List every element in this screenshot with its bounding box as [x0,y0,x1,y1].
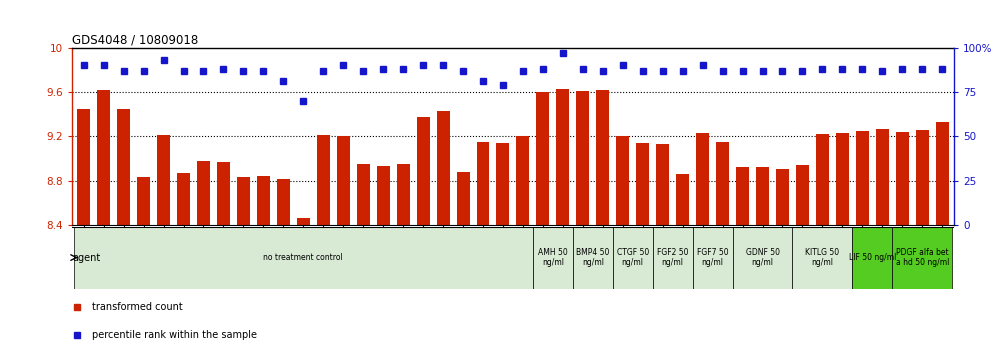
Bar [856,131,869,225]
Bar [197,161,210,225]
Bar [573,227,613,289]
Bar [816,134,829,225]
Bar [118,109,130,225]
Text: no treatment control: no treatment control [263,253,344,262]
Bar [692,227,732,289]
Bar [793,227,853,289]
Bar [277,179,290,225]
Bar [137,177,150,225]
Text: GDS4048 / 10809018: GDS4048 / 10809018 [72,34,198,47]
Text: KITLG 50
ng/ml: KITLG 50 ng/ml [806,248,840,267]
Bar [297,218,310,225]
Bar [337,136,350,225]
Bar [533,227,573,289]
Bar [716,142,729,225]
Bar [517,136,530,225]
Bar [237,177,250,225]
Bar [74,227,533,289]
Text: FGF2 50
ng/ml: FGF2 50 ng/ml [657,248,688,267]
Bar [736,167,749,225]
Bar [732,227,793,289]
Bar [217,162,230,225]
Bar [915,130,928,225]
Bar [853,227,892,289]
Bar [597,90,610,225]
Bar [476,142,489,225]
Text: PDGF alfa bet
a hd 50 ng/ml: PDGF alfa bet a hd 50 ng/ml [895,248,949,267]
Bar [796,165,809,225]
Bar [636,143,649,225]
Bar [357,164,370,225]
Bar [436,111,449,225]
Bar [756,167,769,225]
Bar [656,144,669,225]
Bar [875,129,888,225]
Text: AMH 50
ng/ml: AMH 50 ng/ml [538,248,568,267]
Text: percentile rank within the sample: percentile rank within the sample [92,330,257,340]
Bar [416,118,429,225]
Bar [557,89,570,225]
Text: BMP4 50
ng/ml: BMP4 50 ng/ml [576,248,610,267]
Bar [78,109,91,225]
Bar [613,227,652,289]
Bar [935,122,948,225]
Bar [895,132,908,225]
Text: LIF 50 ng/ml: LIF 50 ng/ml [849,253,896,262]
Bar [376,166,389,225]
Bar [98,90,111,225]
Bar [652,227,692,289]
Bar [157,135,170,225]
Bar [577,91,590,225]
Bar [496,143,509,225]
Bar [177,173,190,225]
Bar [676,174,689,225]
Bar [317,135,330,225]
Bar [892,227,952,289]
Bar [836,133,849,225]
Bar [456,172,469,225]
Bar [696,133,709,225]
Bar [617,136,629,225]
Text: transformed count: transformed count [92,302,182,312]
Bar [396,164,409,225]
Bar [776,170,789,225]
Bar [257,176,270,225]
Text: agent: agent [73,252,101,263]
Bar [537,92,550,225]
Text: GDNF 50
ng/ml: GDNF 50 ng/ml [745,248,780,267]
Text: CTGF 50
ng/ml: CTGF 50 ng/ml [617,248,648,267]
Text: FGF7 50
ng/ml: FGF7 50 ng/ml [697,248,728,267]
